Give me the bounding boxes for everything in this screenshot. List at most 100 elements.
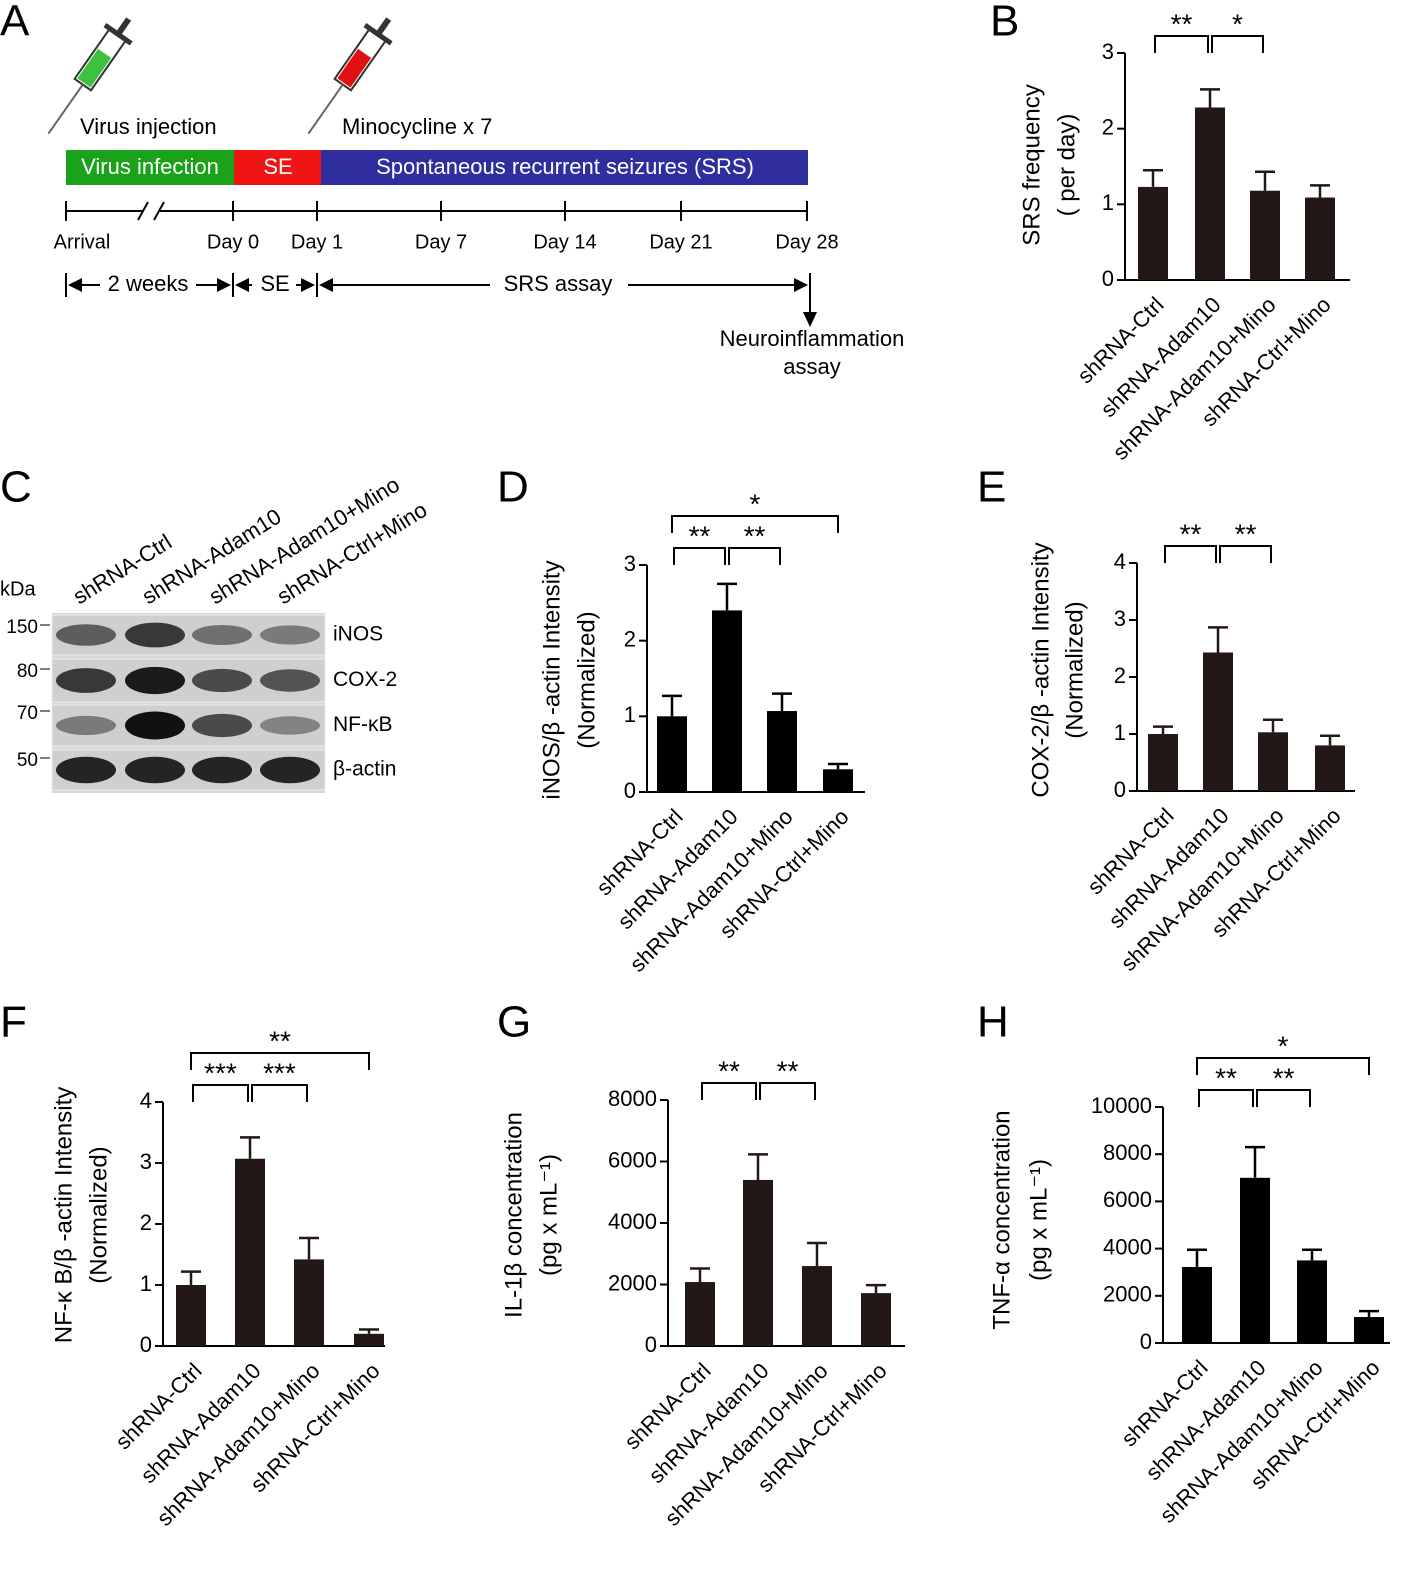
significance-label: *** (263, 1057, 296, 1088)
blot-band (56, 756, 116, 784)
error-bar (866, 1283, 886, 1294)
phase-label: Virus infection (81, 154, 219, 179)
blot-band (125, 756, 185, 784)
panel-label: F (0, 998, 27, 1047)
significance-label: ** (1180, 518, 1202, 549)
significance-label: ** (1171, 8, 1193, 39)
timeline-label: Arrival (54, 231, 111, 253)
y-tick-label: 6000 (1103, 1187, 1152, 1212)
error-bar (772, 692, 792, 712)
significance-label: ** (777, 1055, 799, 1086)
bar (354, 1333, 384, 1346)
significance-bracket (728, 547, 781, 565)
timeline-label: Day 1 (291, 231, 343, 253)
y-axis-label: (pg x mL⁻¹) (1025, 1159, 1052, 1281)
error-bar (1320, 734, 1340, 746)
error-bar (1187, 1248, 1207, 1268)
blot-unit: kDa (0, 578, 36, 600)
blot-band (56, 668, 116, 693)
error-bar (1200, 88, 1220, 108)
significance-bracket (1211, 35, 1264, 53)
bar (802, 1266, 832, 1346)
panel-label: G (497, 998, 531, 1047)
timeline-label: Day 21 (649, 231, 712, 253)
significance-bracket (1164, 545, 1217, 563)
error-bar (662, 694, 682, 717)
timeline-label: Day 0 (207, 231, 259, 253)
bar (1250, 190, 1280, 280)
y-tick-label: 8000 (608, 1086, 657, 1111)
bar (712, 610, 742, 792)
injection-label: Virus injection (80, 114, 217, 139)
significance-label: *** (204, 1057, 237, 1088)
period-label: SE (260, 271, 289, 296)
significance-label: * (1232, 8, 1243, 39)
panel-label: H (977, 998, 1009, 1047)
y-axis-label: (Normalized) (1061, 601, 1088, 738)
y-axis-label: TNF-α concentration (988, 1110, 1015, 1329)
syringe-green (47, 17, 133, 135)
panel-label: D (497, 463, 529, 512)
bar (1203, 652, 1233, 791)
significance-label: ** (689, 520, 711, 551)
blot-band (192, 713, 252, 738)
error-bar (181, 1270, 201, 1285)
significance-label: * (1278, 1030, 1289, 1061)
panel-label: E (977, 463, 1006, 512)
y-axis-label: (Normalized) (85, 1146, 112, 1283)
y-tick-label: 2000 (1103, 1282, 1152, 1307)
phase-label: Spontaneous recurrent seizures (SRS) (376, 154, 754, 179)
y-tick-label: 3 (1114, 606, 1126, 631)
blot-band (260, 756, 320, 784)
bar (1195, 107, 1225, 280)
y-tick-label: 4000 (608, 1209, 657, 1234)
error-bar (1359, 1309, 1379, 1318)
y-tick-label: 4 (1114, 549, 1126, 574)
y-tick-label: 0 (1114, 777, 1126, 802)
blot-band-label: β-actin (333, 758, 396, 781)
y-tick-label: 1 (1114, 720, 1126, 745)
error-bar (299, 1236, 319, 1260)
significance-bracket (251, 1084, 308, 1102)
blot-band (260, 625, 320, 645)
significance-bracket (192, 1084, 249, 1102)
bar (685, 1282, 715, 1346)
y-tick-label: 2000 (608, 1270, 657, 1295)
significance-bracket (759, 1082, 816, 1100)
y-axis-label: ( per day) (1053, 114, 1080, 217)
arrow-heads (68, 278, 817, 327)
blot-band (192, 756, 252, 784)
bar (743, 1179, 773, 1346)
timeline-label: Day 7 (415, 231, 467, 253)
bar (1354, 1317, 1384, 1343)
y-axis-label: COX-2/β -actin Intensity (1027, 542, 1054, 797)
phase-label: SE (263, 154, 292, 179)
significance-label: ** (269, 1025, 291, 1056)
significance-bracket (701, 1082, 757, 1100)
endpoint-label: Neuroinflammation (720, 326, 905, 351)
bar (767, 711, 797, 792)
error-bar (717, 582, 737, 611)
blot-band (56, 715, 116, 736)
bar (1305, 197, 1335, 280)
bar (176, 1285, 206, 1346)
blot-marker: 50 (17, 750, 38, 771)
blot-band-label: NF-κB (333, 713, 393, 736)
significance-label: * (750, 488, 761, 519)
bar (1182, 1267, 1212, 1343)
bar (1297, 1260, 1327, 1343)
blot-band (56, 624, 116, 646)
error-bar (359, 1328, 379, 1334)
y-tick-label: 4000 (1103, 1234, 1152, 1259)
blot-band (192, 668, 252, 693)
y-tick-label: 2 (1102, 114, 1114, 139)
blot-band (125, 666, 185, 695)
endpoint-label: assay (783, 354, 840, 379)
error-bar (240, 1136, 260, 1159)
error-bar (1245, 1145, 1265, 1178)
blot-band-label: COX-2 (333, 668, 397, 691)
timeline-label: Day 14 (533, 231, 596, 253)
timeline-label: Day 28 (775, 231, 838, 253)
phase-bar (66, 150, 234, 185)
